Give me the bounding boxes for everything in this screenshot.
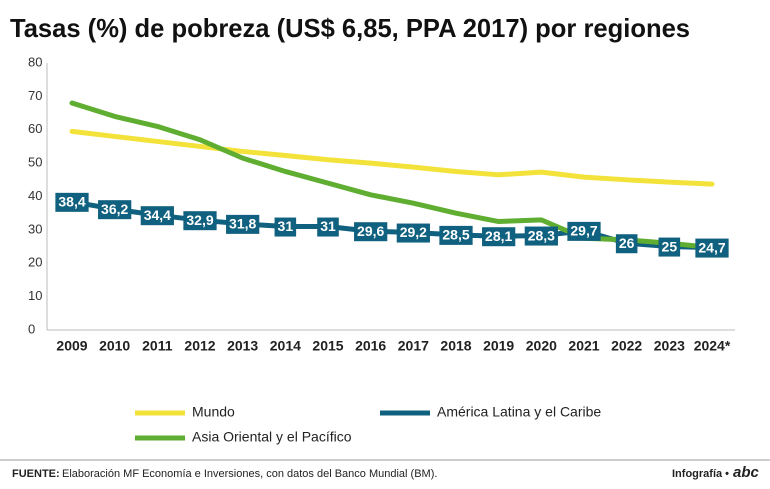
x-tick-label: 2015 [312,338,343,354]
data-label: 31,8 [229,216,256,232]
data-label: 38,4 [58,194,85,210]
data-label-box [183,211,217,231]
x-tick-label: 2009 [56,338,87,354]
data-label-box [274,217,297,237]
chart-title: Tasas (%) de pobreza (US$ 6,85, PPA 2017… [10,13,690,43]
legend-label: América Latina y el Caribe [437,404,601,420]
data-label: 28,1 [485,228,512,244]
data-label: 29,6 [357,223,384,239]
x-tick-label: 2024* [694,338,731,354]
x-tick-label: 2017 [398,338,429,354]
x-tick-label: 2012 [184,338,215,354]
data-label: 36,2 [101,201,128,217]
data-label-box [55,192,89,212]
data-label-box [354,222,388,242]
y-tick-label: 20 [28,255,42,270]
logo: abc [733,464,760,481]
data-label-box [567,221,601,241]
data-label-box [658,237,681,257]
data-label: 29,2 [400,224,427,240]
data-label-box [226,214,260,234]
data-label-box [140,206,174,226]
source-text: Elaboración MF Economía e Inversiones, c… [62,468,437,480]
data-label-box [615,234,638,254]
x-tick-label: 2018 [440,338,471,354]
data-label-box [524,226,558,246]
y-tick-label: 30 [28,221,42,236]
data-label: 29,7 [570,223,597,239]
data-label: 28,5 [442,227,469,243]
y-tick-label: 80 [28,54,42,69]
x-tick-label: 2023 [654,338,685,354]
data-label-box [439,225,473,245]
x-tick-label: 2013 [227,338,258,354]
x-tick-label: 2020 [526,338,557,354]
series-line [69,128,715,187]
x-tick-label: 2016 [355,338,386,354]
source-label: FUENTE: [12,468,60,480]
y-tick-label: 60 [28,121,42,136]
y-tick-label: 70 [28,88,42,103]
x-tick-label: 2021 [568,338,599,354]
data-label-box [482,227,516,247]
credit: Infografía • [672,468,729,480]
data-label-box [98,200,132,220]
data-label-box [317,217,339,237]
data-label: 28,3 [528,227,555,243]
y-tick-label: 50 [28,155,42,170]
y-tick-label: 10 [28,288,42,303]
series-line [69,100,715,251]
data-label: 25 [662,238,678,254]
y-tick-label: 0 [28,321,35,336]
data-label: 26 [619,235,635,251]
data-label: 32,9 [186,212,213,228]
legend-label: Mundo [192,404,235,420]
data-label-box [396,223,430,243]
data-label: 24,7 [698,239,725,255]
data-label: 31 [278,218,294,234]
legend-label: Asia Oriental y el Pacífico [192,429,352,445]
x-tick-label: 2022 [611,338,642,354]
data-label-box [695,238,729,258]
y-tick-label: 40 [28,188,42,203]
x-tick-label: 2019 [483,338,514,354]
x-tick-label: 2010 [99,338,130,354]
data-label: 34,4 [144,207,171,223]
x-tick-label: 2011 [142,338,173,354]
x-tick-label: 2014 [270,338,301,354]
data-label: 31 [320,218,336,234]
